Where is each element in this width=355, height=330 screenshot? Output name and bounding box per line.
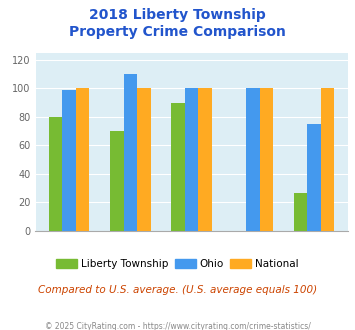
Text: 2018 Liberty Township: 2018 Liberty Township: [89, 8, 266, 22]
Text: © 2025 CityRating.com - https://www.cityrating.com/crime-statistics/: © 2025 CityRating.com - https://www.city…: [45, 322, 310, 330]
Bar: [260, 88, 273, 231]
Text: Compared to U.S. average. (U.S. average equals 100): Compared to U.S. average. (U.S. average …: [38, 285, 317, 295]
Bar: [137, 88, 151, 231]
Bar: [49, 117, 62, 231]
Bar: [110, 131, 124, 231]
Bar: [185, 88, 198, 231]
Bar: [246, 88, 260, 231]
Bar: [198, 88, 212, 231]
Legend: Liberty Township, Ohio, National: Liberty Township, Ohio, National: [52, 254, 303, 273]
Bar: [76, 88, 89, 231]
Bar: [62, 90, 76, 231]
Bar: [321, 88, 334, 231]
Bar: [171, 103, 185, 231]
Bar: [307, 124, 321, 231]
Text: Property Crime Comparison: Property Crime Comparison: [69, 25, 286, 39]
Bar: [294, 192, 307, 231]
Bar: [124, 74, 137, 231]
